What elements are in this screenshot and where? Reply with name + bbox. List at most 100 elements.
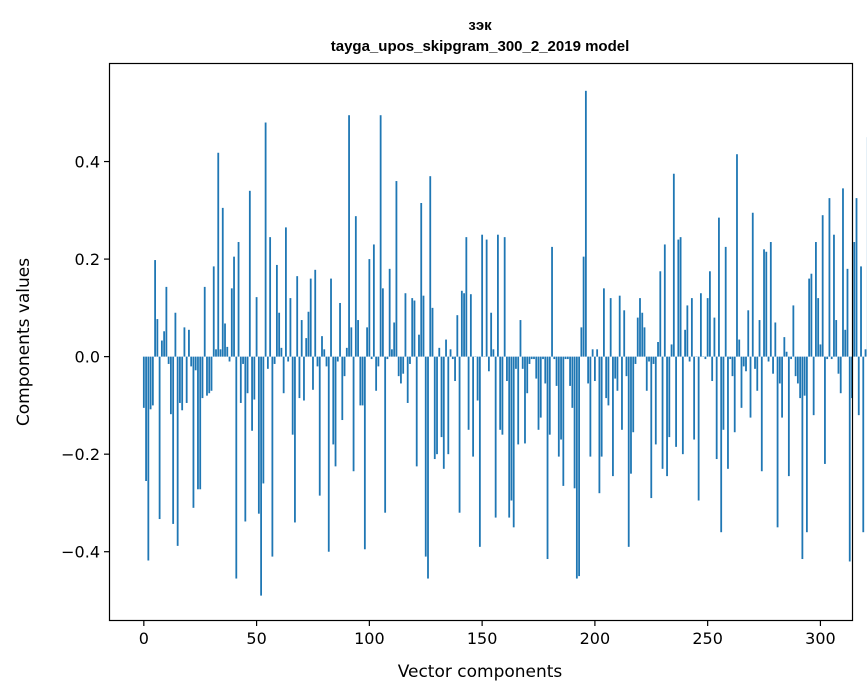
bar <box>327 356 330 552</box>
bar <box>381 288 384 357</box>
y-tick-label: −0.4 <box>61 543 100 562</box>
bar <box>388 268 391 357</box>
y-axis-ticks: −0.4 −0.2 0.0 0.2 0.4 <box>61 153 110 562</box>
bar <box>618 295 621 357</box>
bar <box>781 356 783 418</box>
bar <box>711 356 714 382</box>
bar <box>145 356 147 481</box>
bar <box>686 305 689 357</box>
bar <box>672 173 675 357</box>
bar <box>406 356 409 403</box>
bar <box>758 320 761 357</box>
bar <box>397 356 400 377</box>
bar <box>316 356 319 367</box>
bar <box>862 356 865 533</box>
bar <box>772 356 774 374</box>
bar <box>244 356 247 522</box>
bar <box>188 329 190 357</box>
bar <box>740 356 743 408</box>
bar <box>485 239 488 357</box>
bar <box>661 356 664 469</box>
bar <box>826 356 829 360</box>
bar <box>210 356 213 391</box>
bar <box>535 356 538 379</box>
bar <box>375 356 378 391</box>
bar <box>810 273 813 357</box>
bar <box>282 356 285 394</box>
bar <box>352 356 355 472</box>
bar <box>632 356 635 433</box>
bar <box>641 312 644 357</box>
bar <box>569 356 571 386</box>
bar <box>147 356 150 561</box>
bar <box>492 349 495 357</box>
plot-frame <box>108 62 854 622</box>
bar <box>336 356 339 362</box>
bar <box>580 327 583 357</box>
bar <box>546 356 549 560</box>
bar <box>587 356 590 384</box>
bar <box>377 356 380 367</box>
bar <box>636 317 639 357</box>
bar <box>699 293 702 357</box>
bar <box>215 349 217 357</box>
bar <box>584 90 587 357</box>
bar <box>194 356 197 371</box>
bar <box>600 356 603 457</box>
bar <box>291 356 294 435</box>
bar <box>409 356 411 364</box>
bar <box>239 356 242 403</box>
bar <box>433 356 436 460</box>
bar <box>512 356 515 528</box>
bar <box>842 188 844 357</box>
bar <box>463 293 465 357</box>
bar <box>596 349 599 357</box>
bar <box>257 356 260 514</box>
bar <box>300 320 303 357</box>
bar <box>575 356 578 579</box>
bar <box>440 356 443 438</box>
bar <box>537 356 540 430</box>
bar <box>564 356 567 360</box>
bar <box>835 320 838 357</box>
bar <box>228 356 231 362</box>
bar <box>158 356 161 520</box>
x-tick-label: 100 <box>354 629 385 648</box>
bar <box>418 334 420 357</box>
bar <box>679 237 682 357</box>
bar <box>278 312 281 357</box>
bar <box>285 227 287 357</box>
bar <box>729 356 732 360</box>
bar <box>553 356 556 360</box>
bar <box>343 356 346 377</box>
bar <box>348 115 350 357</box>
bar <box>415 356 418 467</box>
bar <box>677 239 680 357</box>
bar <box>787 356 790 477</box>
bar <box>413 300 416 357</box>
bar <box>736 154 738 357</box>
bar <box>706 298 709 357</box>
bar <box>621 356 623 430</box>
bar <box>830 356 833 360</box>
bar <box>318 356 321 496</box>
bar <box>815 242 817 357</box>
bar <box>160 340 163 357</box>
bar <box>571 356 574 408</box>
bar <box>169 356 172 415</box>
bar <box>718 217 720 357</box>
bar <box>370 356 373 360</box>
bar <box>411 298 414 357</box>
bar <box>266 356 269 369</box>
bar <box>625 356 628 377</box>
bar <box>395 181 398 357</box>
chart-title: зэк <box>468 17 492 34</box>
bar <box>709 271 711 357</box>
bar <box>366 327 368 357</box>
bar <box>605 356 608 399</box>
bar <box>400 356 402 384</box>
bar <box>528 356 531 364</box>
bar <box>790 356 792 360</box>
bar <box>237 242 240 357</box>
bar <box>167 356 170 364</box>
